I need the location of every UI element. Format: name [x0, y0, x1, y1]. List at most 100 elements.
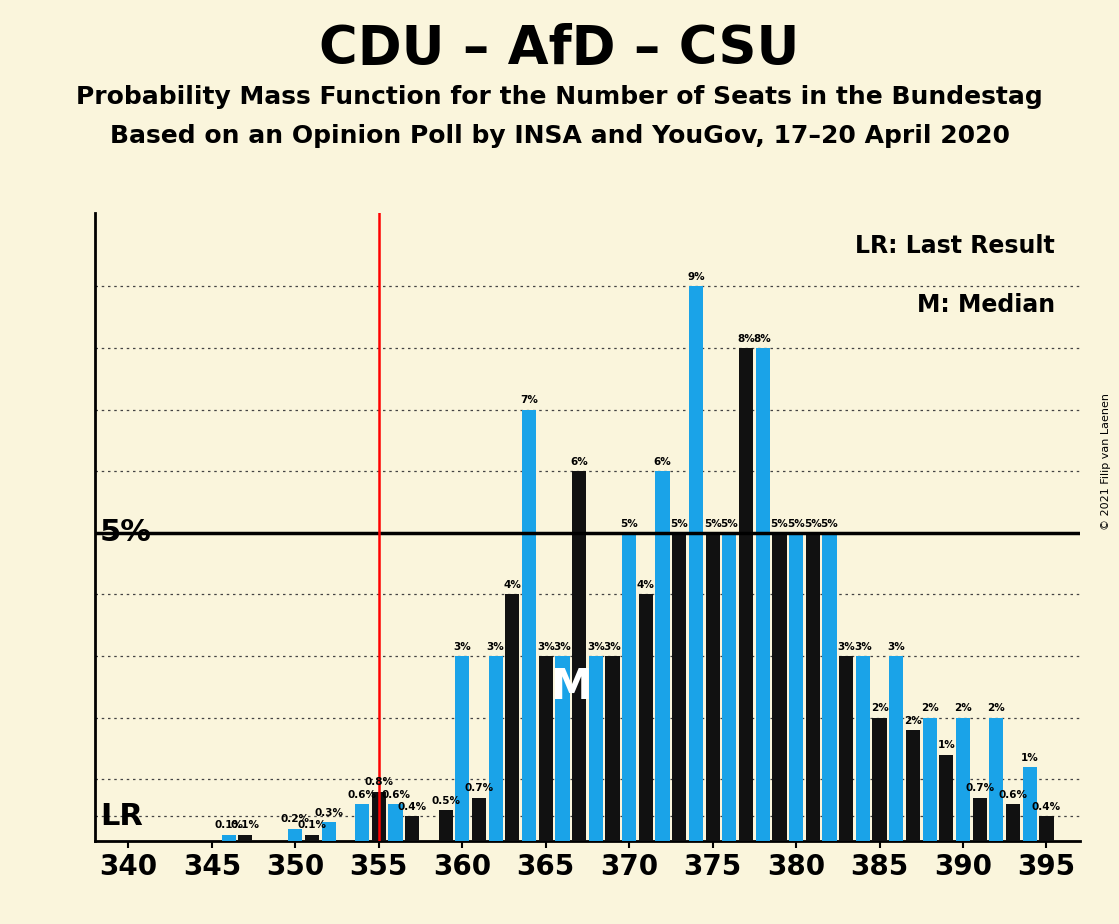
Bar: [489, 656, 502, 841]
Bar: [722, 533, 736, 841]
Text: 3%: 3%: [537, 642, 555, 651]
Bar: [972, 797, 987, 841]
Bar: [405, 816, 420, 841]
Text: 5%: 5%: [788, 518, 805, 529]
Bar: [305, 834, 319, 841]
Text: 2%: 2%: [904, 716, 922, 725]
Bar: [956, 718, 970, 841]
Text: 7%: 7%: [520, 395, 538, 406]
Text: 4%: 4%: [637, 580, 655, 590]
Bar: [238, 834, 253, 841]
Text: 2%: 2%: [871, 703, 888, 713]
Bar: [289, 829, 302, 841]
Bar: [856, 656, 869, 841]
Text: 0.1%: 0.1%: [214, 821, 243, 831]
Text: 3%: 3%: [887, 642, 905, 651]
Bar: [755, 348, 770, 841]
Text: 2%: 2%: [921, 703, 939, 713]
Text: 1%: 1%: [1021, 753, 1038, 762]
Text: 6%: 6%: [571, 457, 587, 467]
Text: 0.3%: 0.3%: [314, 808, 344, 818]
Text: 5%: 5%: [704, 518, 722, 529]
Bar: [572, 471, 586, 841]
Bar: [772, 533, 787, 841]
Text: 0.7%: 0.7%: [464, 784, 493, 794]
Text: 5%: 5%: [721, 518, 739, 529]
Text: 0.5%: 0.5%: [431, 796, 460, 806]
Bar: [806, 533, 820, 841]
Bar: [673, 533, 686, 841]
Bar: [605, 656, 620, 841]
Bar: [455, 656, 469, 841]
Text: © 2021 Filip van Laenen: © 2021 Filip van Laenen: [1101, 394, 1111, 530]
Bar: [321, 822, 336, 841]
Text: LR: LR: [100, 802, 143, 831]
Bar: [939, 755, 953, 841]
Bar: [222, 834, 236, 841]
Bar: [706, 533, 720, 841]
Text: 5%: 5%: [620, 518, 638, 529]
Bar: [1006, 804, 1021, 841]
Bar: [506, 594, 519, 841]
Text: 3%: 3%: [603, 642, 621, 651]
Text: 5%: 5%: [670, 518, 688, 529]
Bar: [1040, 816, 1054, 841]
Bar: [906, 730, 920, 841]
Text: 3%: 3%: [453, 642, 471, 651]
Bar: [789, 533, 803, 841]
Bar: [656, 471, 669, 841]
Text: 8%: 8%: [754, 334, 772, 344]
Text: Probability Mass Function for the Number of Seats in the Bundestag: Probability Mass Function for the Number…: [76, 85, 1043, 109]
Bar: [639, 594, 653, 841]
Bar: [589, 656, 603, 841]
Bar: [1023, 767, 1037, 841]
Text: 5%: 5%: [803, 518, 821, 529]
Bar: [622, 533, 637, 841]
Text: 0.6%: 0.6%: [348, 790, 377, 799]
Text: 0.7%: 0.7%: [965, 784, 995, 794]
Text: Based on an Opinion Poll by INSA and YouGov, 17–20 April 2020: Based on an Opinion Poll by INSA and You…: [110, 124, 1009, 148]
Text: 3%: 3%: [487, 642, 505, 651]
Text: 2%: 2%: [955, 703, 972, 713]
Text: CDU – AfD – CSU: CDU – AfD – CSU: [319, 23, 800, 75]
Text: 5%: 5%: [771, 518, 788, 529]
Text: 4%: 4%: [504, 580, 521, 590]
Text: 5%: 5%: [100, 518, 152, 547]
Text: M: M: [551, 666, 592, 708]
Bar: [822, 533, 837, 841]
Bar: [555, 656, 570, 841]
Text: 3%: 3%: [837, 642, 855, 651]
Bar: [739, 348, 753, 841]
Bar: [922, 718, 937, 841]
Text: 2%: 2%: [987, 703, 1005, 713]
Bar: [521, 409, 536, 841]
Bar: [372, 792, 386, 841]
Bar: [873, 718, 886, 841]
Text: 0.2%: 0.2%: [281, 814, 310, 824]
Text: 3%: 3%: [587, 642, 604, 651]
Bar: [355, 804, 369, 841]
Bar: [890, 656, 903, 841]
Bar: [839, 656, 854, 841]
Text: 3%: 3%: [554, 642, 572, 651]
Text: 0.8%: 0.8%: [365, 777, 394, 787]
Text: 6%: 6%: [653, 457, 671, 467]
Text: 5%: 5%: [820, 518, 838, 529]
Text: 3%: 3%: [854, 642, 872, 651]
Bar: [439, 810, 453, 841]
Bar: [472, 797, 486, 841]
Text: 8%: 8%: [737, 334, 755, 344]
Bar: [989, 718, 1004, 841]
Text: 1%: 1%: [938, 740, 956, 750]
Text: 0.6%: 0.6%: [382, 790, 410, 799]
Text: 0.1%: 0.1%: [231, 821, 260, 831]
Text: LR: Last Result: LR: Last Result: [855, 234, 1055, 258]
Text: 9%: 9%: [687, 273, 705, 282]
Text: 0.1%: 0.1%: [298, 821, 327, 831]
Text: 0.4%: 0.4%: [1032, 802, 1061, 812]
Bar: [689, 286, 703, 841]
Text: 0.6%: 0.6%: [998, 790, 1027, 799]
Text: M: Median: M: Median: [916, 293, 1055, 317]
Bar: [388, 804, 403, 841]
Text: 0.4%: 0.4%: [397, 802, 426, 812]
